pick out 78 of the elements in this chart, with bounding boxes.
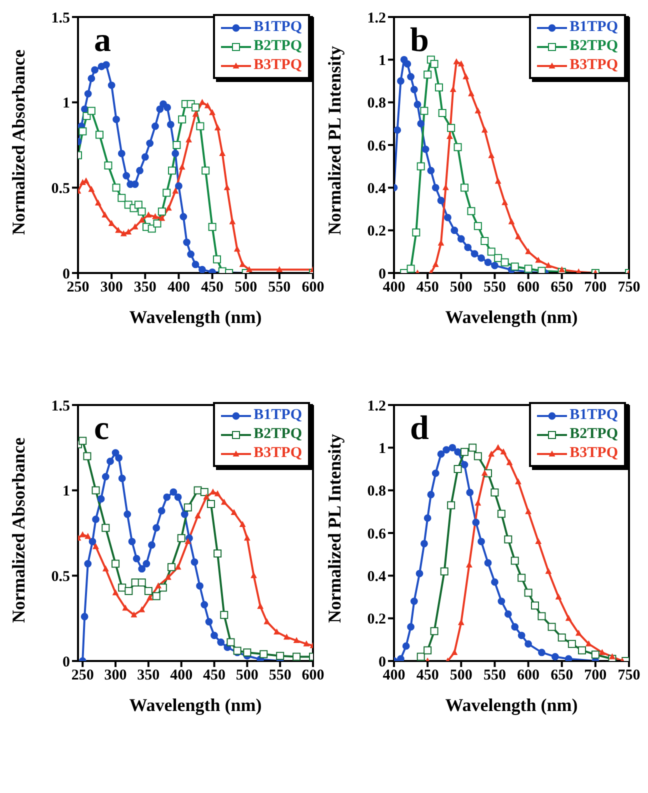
x-tick-label: 700 [584, 280, 607, 296]
x-tick-label: 550 [268, 668, 292, 684]
x-tick-label: 300 [104, 668, 127, 684]
y-tick-label: 0.5 [51, 568, 70, 585]
annotation: d [410, 410, 429, 448]
y-axis-title: Normalized PL Intensity [324, 46, 344, 235]
x-tick-label: 750 [618, 280, 640, 296]
legend-label: B1TPQ [254, 19, 302, 36]
y-tick-label: 0 [378, 654, 386, 670]
y-tick-label: 0 [62, 266, 70, 282]
y-tick-label: 0.8 [367, 96, 386, 112]
y-axis-title: Normalized Absorbance [8, 50, 28, 235]
y-tick-label: 1 [378, 440, 386, 457]
y-tick-label: 0.2 [367, 224, 386, 240]
x-tick-label: 650 [550, 280, 574, 296]
legend-label: B1TPQ [254, 407, 302, 424]
y-tick-label: 0.4 [367, 568, 386, 585]
y-tick-label: 0.4 [367, 180, 386, 197]
legend-label: B1TPQ [570, 19, 618, 36]
y-tick-label: 0 [62, 654, 70, 670]
x-tick-label: 500 [234, 280, 258, 296]
y-tick-label: 1 [378, 52, 386, 69]
x-tick-label: 500 [450, 668, 472, 684]
legend-label: B2TPQ [254, 38, 302, 55]
x-axis-title: Wavelength (nm) [129, 307, 262, 327]
x-tick-label: 600 [517, 280, 540, 296]
x-tick-label: 250 [66, 280, 90, 296]
annotation: a [94, 22, 111, 60]
y-tick-label: 1 [62, 96, 70, 112]
legend-label: B2TPQ [254, 426, 302, 443]
x-tick-label: 400 [167, 280, 190, 296]
x-tick-label: 550 [483, 280, 506, 296]
legend-label: B2TPQ [570, 38, 618, 55]
x-tick-label: 400 [382, 280, 406, 296]
annotation: b [410, 22, 429, 60]
legend-label: B3TPQ [254, 57, 302, 74]
y-axis-title: Normalized Absorbance [8, 438, 28, 623]
x-axis-title: Wavelength (nm) [445, 695, 578, 715]
y-tick-label: 1 [62, 484, 70, 500]
y-tick-label: 1.2 [367, 398, 386, 414]
x-tick-label: 600 [302, 668, 324, 684]
x-tick-label: 450 [416, 280, 439, 296]
x-tick-label: 500 [236, 668, 258, 684]
x-tick-label: 550 [483, 668, 506, 684]
x-tick-label: 600 [517, 668, 540, 684]
x-tick-label: 450 [203, 668, 226, 684]
y-tick-label: 1.5 [51, 398, 70, 414]
legend-label: B3TPQ [254, 445, 302, 462]
y-tick-label: 0.6 [367, 526, 386, 542]
y-tick-label: 1.2 [367, 10, 386, 26]
x-tick-label: 400 [382, 668, 406, 684]
x-tick-label: 500 [450, 280, 472, 296]
x-tick-label: 300 [100, 280, 123, 296]
x-axis-title: Wavelength (nm) [445, 307, 578, 327]
x-tick-label: 450 [201, 280, 224, 296]
x-tick-label: 700 [584, 668, 607, 684]
y-tick-label: 0.2 [367, 612, 386, 628]
legend-label: B3TPQ [570, 57, 618, 74]
x-tick-label: 350 [134, 280, 156, 296]
y-tick-label: 0.8 [367, 484, 386, 500]
x-tick-label: 250 [71, 668, 94, 684]
x-tick-label: 750 [618, 668, 640, 684]
x-tick-label: 350 [137, 668, 160, 684]
legend-label: B1TPQ [570, 407, 618, 424]
x-tick-label: 550 [268, 280, 291, 296]
x-tick-label: 650 [550, 668, 574, 684]
y-tick-label: 1.5 [51, 10, 70, 26]
x-tick-label: 600 [302, 280, 324, 296]
legend-label: B3TPQ [570, 445, 618, 462]
y-tick-label: 0 [378, 266, 386, 282]
y-tick-label: 0.6 [367, 138, 386, 154]
annotation: c [94, 410, 110, 448]
x-axis-title: Wavelength (nm) [129, 695, 262, 715]
legend-label: B2TPQ [570, 426, 618, 443]
x-tick-label: 400 [170, 668, 193, 684]
x-tick-label: 450 [416, 668, 439, 684]
y-axis-title: Normalized PL Intensity [324, 434, 344, 623]
y-tick-label: 0.5 [51, 180, 70, 197]
